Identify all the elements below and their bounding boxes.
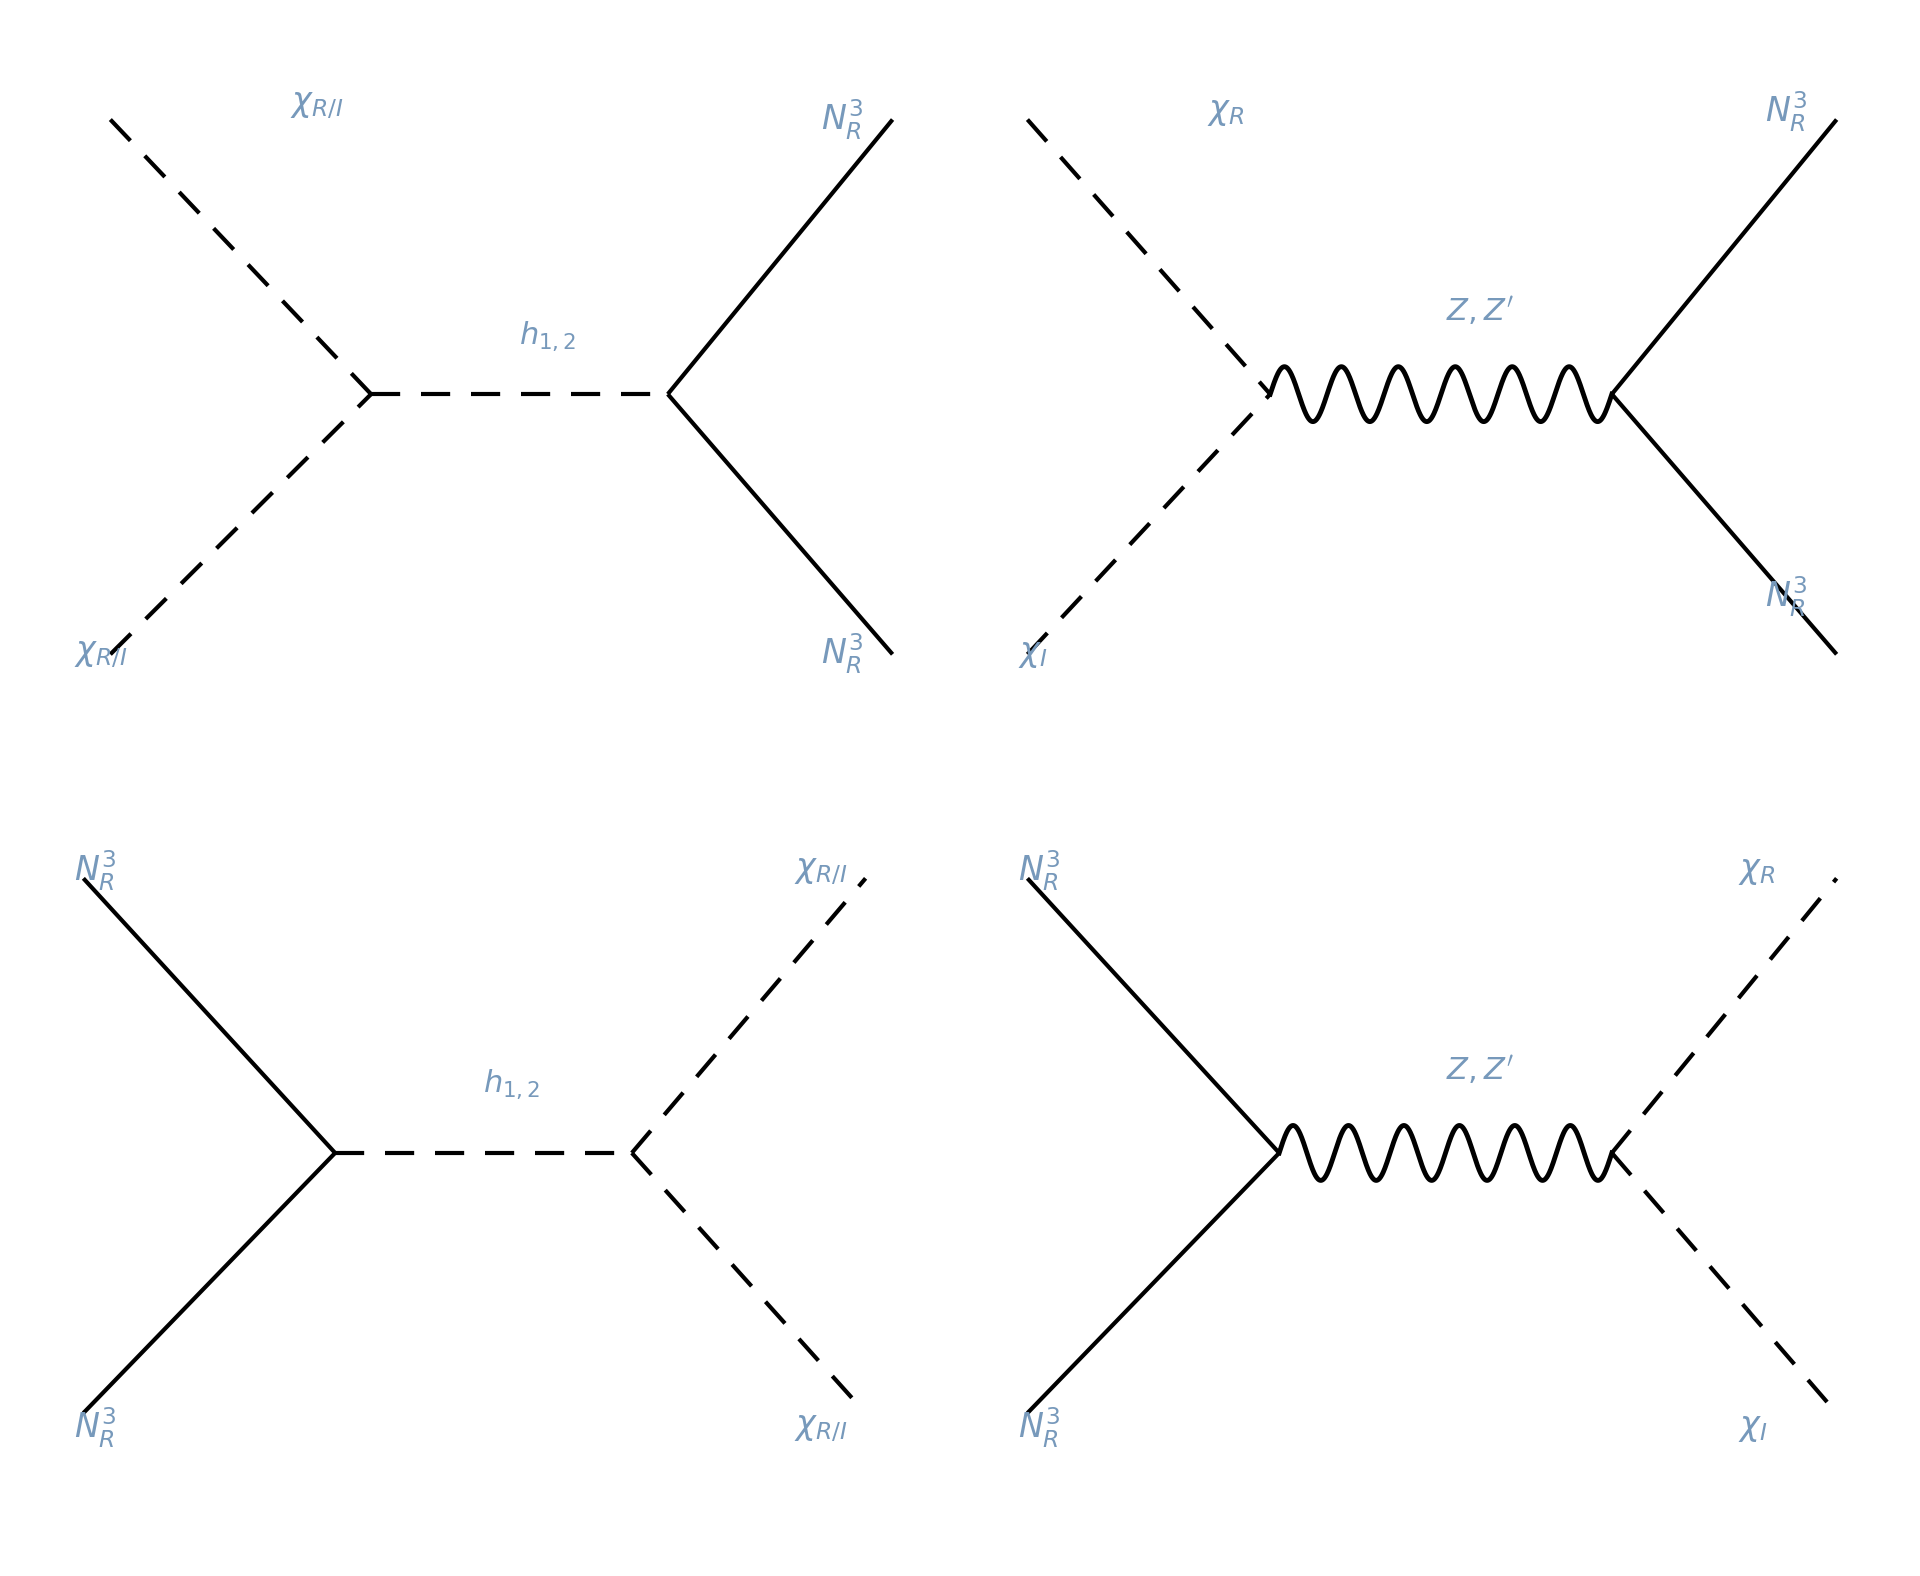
Text: $Z, Z'$: $Z, Z'$ — [1446, 1053, 1513, 1086]
Text: $N_R^3$: $N_R^3$ — [1764, 90, 1807, 134]
Text: $N_R^3$: $N_R^3$ — [75, 849, 117, 894]
Text: $N_R^3$: $N_R^3$ — [1764, 574, 1807, 619]
Text: $N_R^3$: $N_R^3$ — [820, 98, 862, 142]
Text: $\chi_{R}$: $\chi_{R}$ — [1208, 96, 1244, 128]
Text: $\chi_{R/I}$: $\chi_{R/I}$ — [793, 856, 847, 887]
Text: $N_R^3$: $N_R^3$ — [820, 632, 862, 676]
Text: $\chi_{I}$: $\chi_{I}$ — [1018, 638, 1048, 670]
Text: $\chi_{R/I}$: $\chi_{R/I}$ — [793, 1412, 847, 1444]
Text: $h_{1,2}$: $h_{1,2}$ — [520, 320, 576, 353]
Text: $Z, Z'$: $Z, Z'$ — [1446, 295, 1513, 328]
Text: $N_R^3$: $N_R^3$ — [75, 1406, 117, 1450]
Text: $\chi_{R/I}$: $\chi_{R/I}$ — [290, 90, 344, 121]
Text: $\chi_{I}$: $\chi_{I}$ — [1738, 1412, 1766, 1444]
Text: $\chi_{R/I}$: $\chi_{R/I}$ — [75, 638, 129, 670]
Text: $\chi_{R}$: $\chi_{R}$ — [1738, 856, 1774, 887]
Text: $h_{1,2}$: $h_{1,2}$ — [484, 1067, 541, 1102]
Text: $N_R^3$: $N_R^3$ — [1018, 849, 1060, 894]
Text: $N_R^3$: $N_R^3$ — [1018, 1406, 1060, 1450]
